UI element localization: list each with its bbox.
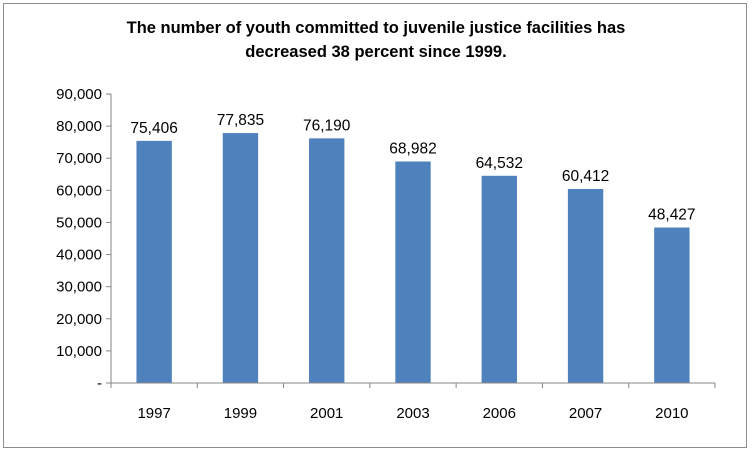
y-tick-label: 30,000 [56,279,102,296]
x-tick-label-2003: 2003 [396,405,429,422]
axes [110,94,715,384]
bar-1999 [222,133,259,383]
y-tick-label: 90,000 [56,86,102,103]
bar-2003 [395,161,431,383]
bar-2006 [481,175,517,383]
y-axis-ticks: - 10,000 20,000 30,000 40,000 50,000 60,000 70,… [56,86,111,392]
y-tick-label: - [97,375,102,392]
data-label-1997: 75,406 [130,120,177,137]
data-label-2003: 68,982 [389,140,436,157]
data-label-2007: 60,412 [562,168,609,185]
y-tick-label: 10,000 [56,343,102,360]
x-tick-label-2010: 2010 [655,405,688,422]
bar-series [136,133,690,383]
bar-2001 [309,138,345,383]
y-tick-label: 50,000 [56,214,102,231]
x-tick-label-1999: 1999 [224,405,257,422]
y-tick-label: 80,000 [56,118,102,135]
y-tick-label: 20,000 [56,311,102,328]
bar-1997 [136,140,172,383]
chart-frame [3,3,747,448]
data-label-2006: 64,532 [476,155,523,172]
x-tick-label-2007: 2007 [569,405,602,422]
data-label-2001: 76,190 [303,117,351,134]
y-tick-label: 40,000 [56,247,102,264]
data-labels: 75,406 77,835 76,190 68,982 64,532 60,412 48,4… [130,112,695,223]
x-tick-label-1997: 1997 [137,405,170,422]
chart-title-line-1: The number of youth committed to juvenil… [126,19,626,37]
bar-2007 [567,189,604,383]
chart-title: The number of youth committed to juvenil… [0,16,752,64]
y-tick-label: 60,000 [56,182,102,199]
x-tick-label-2001: 2001 [310,405,343,422]
y-tick-label: 70,000 [56,150,102,167]
x-tick-label-2006: 2006 [483,405,516,422]
data-label-2010: 48,427 [648,206,695,223]
bar-2010 [654,227,690,383]
x-axis-ticks: 1997 1999 2001 2003 2006 2007 2010 [110,383,716,422]
chart-title-line-2: decreased 38 percent since 1999. [245,43,507,61]
data-label-1999: 77,835 [217,112,264,129]
